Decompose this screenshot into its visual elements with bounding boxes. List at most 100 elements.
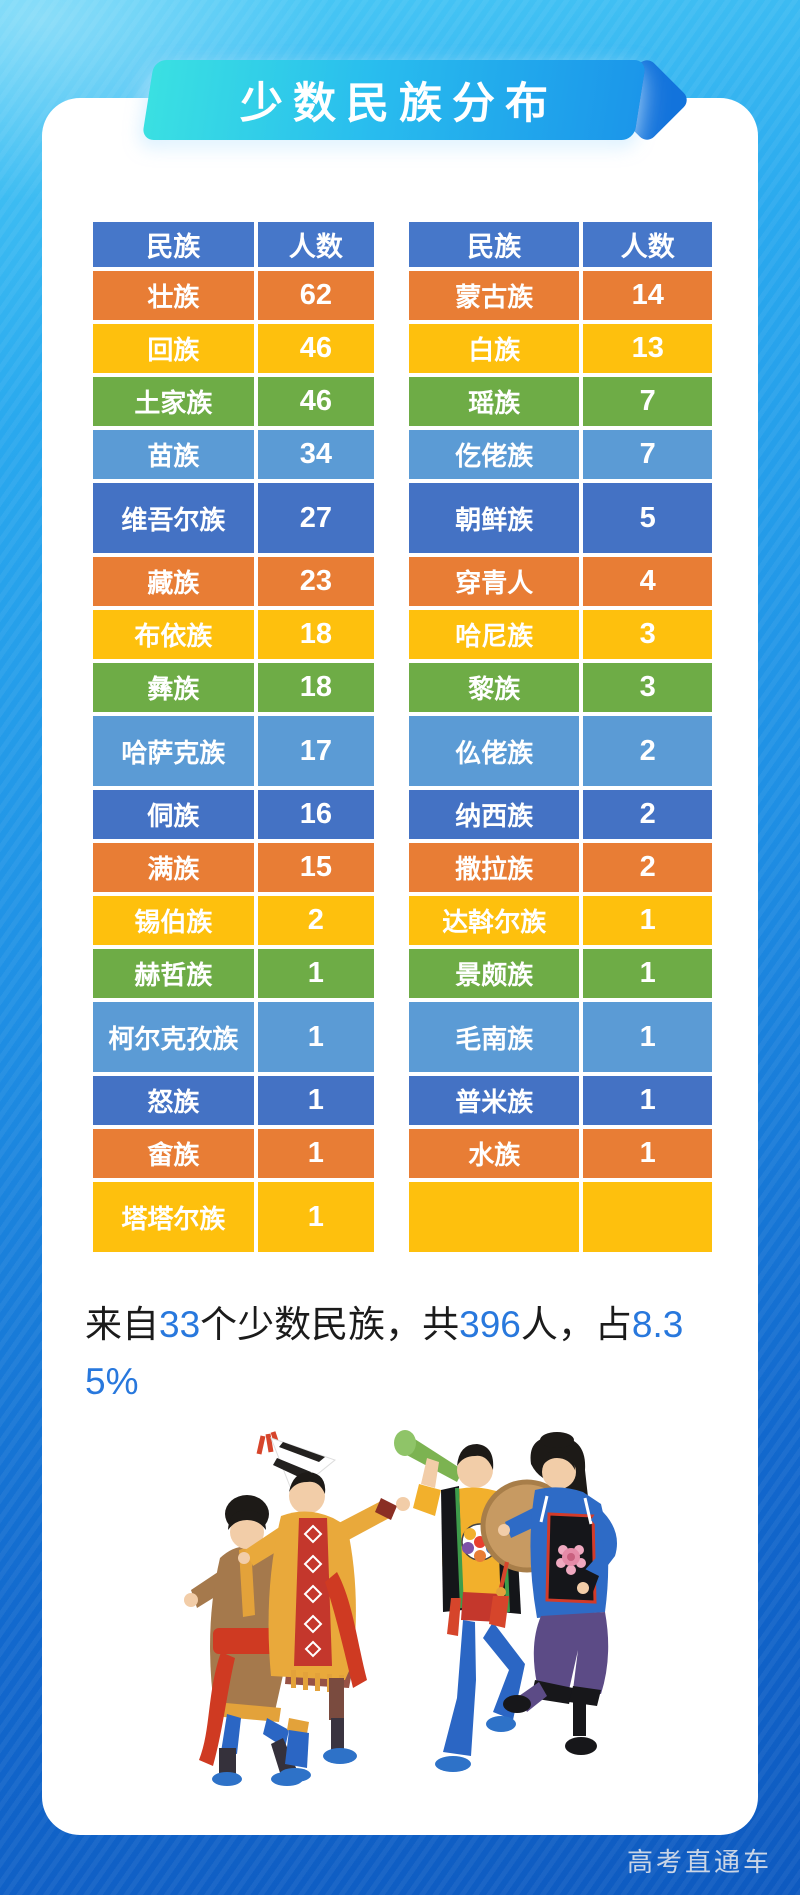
summary-highlight: 396 xyxy=(459,1304,521,1345)
table-row: 蒙古族 14 xyxy=(409,271,712,320)
table-row: 朝鲜族 5 xyxy=(409,483,712,553)
ethnicity-header: 民族 xyxy=(409,222,580,267)
count-cell: 5 xyxy=(639,501,656,534)
count-cell: 1 xyxy=(639,1084,656,1116)
count-cell: 3 xyxy=(639,618,656,650)
ethnicity-cell: 毛南族 xyxy=(455,1023,534,1054)
ethnicity-cell: 维吾尔族 xyxy=(121,504,226,535)
ethnicity-cell: 纳西族 xyxy=(455,801,534,831)
count-cell: 1 xyxy=(307,1020,324,1053)
count-cell: 46 xyxy=(299,332,332,364)
count-cell: 14 xyxy=(631,279,664,311)
count-cell: 1 xyxy=(639,904,656,936)
table-row: 纳西族 2 xyxy=(409,790,712,839)
count-cell: 2 xyxy=(639,798,656,830)
count-cell: 2 xyxy=(307,904,324,936)
count-cell: 34 xyxy=(299,438,332,470)
table-row: 撒拉族 2 xyxy=(409,843,712,892)
summary-text: 来自33个少数民族，共396人，占8.35% xyxy=(85,1296,697,1411)
count-cell: 1 xyxy=(639,957,656,989)
ethnicity-cell: 哈萨克族 xyxy=(121,737,226,768)
count-cell: 2 xyxy=(639,734,656,767)
ethnicity-cell: 布依族 xyxy=(134,621,213,651)
table-row: 彝族 18 xyxy=(93,663,374,712)
ethnicity-cell xyxy=(409,1182,579,1252)
summary-highlight: 8.35% xyxy=(85,1304,684,1403)
dancers-illustration xyxy=(184,1430,617,1786)
ethnicity-cell: 景颇族 xyxy=(455,960,534,990)
ethnicity-cell: 仫佬族 xyxy=(455,737,534,768)
ethnicity-cell: 赫哲族 xyxy=(134,960,213,990)
count-cell: 1 xyxy=(307,957,324,989)
table-row: 柯尔克孜族 1 xyxy=(93,1002,374,1072)
ethnic-tables: 民族 人数 壮族 62 回族 46 土家族 46 苗族 34 维吾尔族 27 藏族 23 布依族 18 彝族… xyxy=(89,218,716,1256)
ethnicity-cell: 水族 xyxy=(468,1140,521,1170)
table-row: 侗族 16 xyxy=(93,790,374,839)
ethnicity-cell: 怒族 xyxy=(147,1087,200,1117)
table-row: 白族 13 xyxy=(409,324,712,373)
ethnicity-cell: 满族 xyxy=(147,854,200,884)
table-row xyxy=(409,1182,712,1252)
table-row: 布依族 18 xyxy=(93,610,374,659)
ethnicity-cell: 达斡尔族 xyxy=(442,907,547,937)
count-cell: 7 xyxy=(639,385,656,417)
count-header: 人数 xyxy=(583,222,712,267)
ethnicity-cell: 侗族 xyxy=(147,801,200,831)
watermark: 高考直通车 xyxy=(626,1847,772,1877)
count-cell: 1 xyxy=(639,1020,656,1053)
count-cell: 3 xyxy=(639,671,656,703)
table-row: 畲族 1 xyxy=(93,1129,374,1178)
left-ethnic-table: 民族 人数 壮族 62 回族 46 土家族 46 苗族 34 维吾尔族 27 藏族 23 布依族 18 彝族… xyxy=(89,218,378,1256)
table-row: 苗族 34 xyxy=(93,430,374,479)
right-ethnic-table: 民族 人数 蒙古族 14 白族 13 瑶族 7 仡佬族 7 朝鲜族 5 穿青人 4 哈尼族 3 黎族 3 仫佬族… xyxy=(405,218,716,1256)
ethnicity-cell: 锡伯族 xyxy=(134,907,213,937)
count-cell: 15 xyxy=(299,851,332,883)
table-row: 景颇族 1 xyxy=(409,949,712,998)
ethnicity-cell: 壮族 xyxy=(147,282,200,312)
ethnicity-cell: 穿青人 xyxy=(455,568,534,598)
table-row: 水族 1 xyxy=(409,1129,712,1178)
count-cell: 4 xyxy=(639,565,656,597)
count-cell: 1 xyxy=(307,1137,324,1169)
page-title: 少数民族分布 xyxy=(240,80,558,128)
table-row: 达斡尔族 1 xyxy=(409,896,712,945)
count-cell: 7 xyxy=(639,438,656,470)
table-row: 仫佬族 2 xyxy=(409,716,712,786)
table-row: 哈萨克族 17 xyxy=(93,716,374,786)
count-cell: 1 xyxy=(639,1137,656,1169)
content-card: 民族 人数 壮族 62 回族 46 土家族 46 苗族 34 维吾尔族 27 藏族 23 布依族 18 彝族… xyxy=(42,98,758,1835)
ethnicity-header: 民族 xyxy=(93,222,254,267)
table-row: 仡佬族 7 xyxy=(409,430,712,479)
ethnicity-cell: 黎族 xyxy=(468,674,521,704)
count-cell xyxy=(583,1182,712,1252)
count-cell: 1 xyxy=(307,1084,324,1116)
title-banner-ribbon: 少数民族分布 xyxy=(141,60,647,140)
summary-segment: 人，占 xyxy=(520,1304,632,1345)
ethnicity-cell: 彝族 xyxy=(147,674,200,704)
table-row: 锡伯族 2 xyxy=(93,896,374,945)
summary-segment: 个少数民族，共 xyxy=(200,1304,460,1345)
dancer-woman-fan xyxy=(480,1432,617,1755)
table-row: 壮族 62 xyxy=(93,271,374,320)
table-row: 回族 46 xyxy=(93,324,374,373)
table-row: 瑶族 7 xyxy=(409,377,712,426)
ethnicity-cell: 撒拉族 xyxy=(455,854,534,884)
ethnicity-cell: 畲族 xyxy=(147,1140,200,1170)
count-cell: 1 xyxy=(307,1200,324,1233)
dancer-brown-coat xyxy=(184,1495,312,1786)
table-row: 维吾尔族 27 xyxy=(93,483,374,553)
ethnicity-cell: 柯尔克孜族 xyxy=(108,1023,239,1054)
ethnicity-cell: 蒙古族 xyxy=(455,282,534,312)
table-header-row: 民族 人数 xyxy=(409,222,712,267)
count-cell: 18 xyxy=(299,671,332,703)
table-row: 怒族 1 xyxy=(93,1076,374,1125)
table-row: 穿青人 4 xyxy=(409,557,712,606)
count-cell: 18 xyxy=(299,618,332,650)
ethnicity-cell: 仡佬族 xyxy=(455,441,534,471)
dancer-gold-robe xyxy=(238,1431,410,1782)
count-cell: 27 xyxy=(299,501,332,534)
title-banner: 少数民族分布 xyxy=(141,56,691,144)
table-row: 哈尼族 3 xyxy=(409,610,712,659)
table-row: 黎族 3 xyxy=(409,663,712,712)
table-row: 塔塔尔族 1 xyxy=(93,1182,374,1252)
